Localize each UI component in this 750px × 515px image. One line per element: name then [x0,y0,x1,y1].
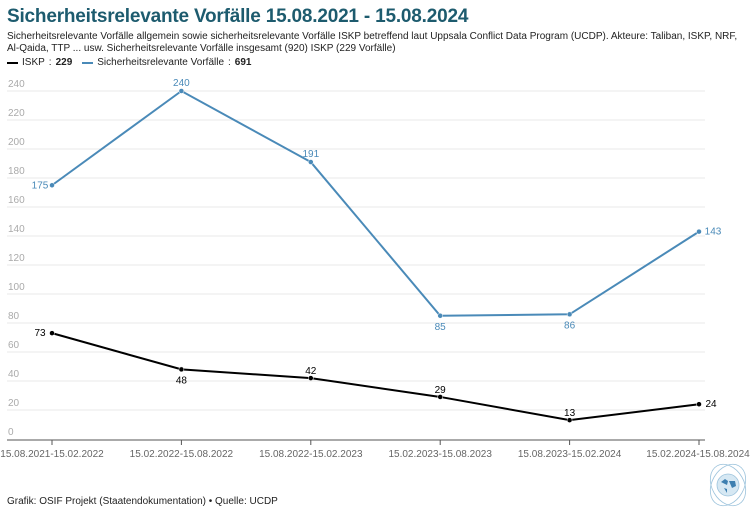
y-tick-label: 240 [8,79,25,90]
y-tick-label: 220 [8,108,25,119]
y-tick-label: 180 [8,166,25,177]
series-line [51,332,700,422]
data-label: 240 [173,78,190,89]
y-tick-label: 120 [8,253,25,264]
data-point [178,366,185,373]
legend: ISKP:229 Sicherheitsrelevante Vorfälle:6… [7,57,251,68]
data-point [49,182,55,188]
data-label: 175 [32,180,49,191]
x-tick-label: 15.02.2023-15.08.2023 [388,449,492,460]
chart-title: Sicherheitsrelevante Vorfälle 15.08.2021… [7,6,469,27]
chart-subtitle: Sicherheitsrelevante Vorfälle allgemein … [7,31,738,54]
y-tick-label: 100 [8,282,25,293]
data-label: 73 [34,328,46,339]
legend-label: Sicherheitsrelevante Vorfälle [97,57,225,68]
y-tick-label: 160 [8,195,25,206]
y-tick-label: 0 [8,427,14,438]
footer-source: Grafik: OSIF Projekt (Staatendokumentati… [7,496,278,507]
legend-swatch [82,61,94,64]
y-tick-label: 80 [8,311,20,322]
legend-label: ISKP [22,57,45,68]
y-tick-label: 200 [8,137,25,148]
data-label: 13 [564,408,576,419]
legend-total: 229 [55,57,73,68]
data-point [566,311,573,318]
data-point [49,330,55,336]
data-label: 48 [176,375,188,386]
data-label: 85 [435,322,447,333]
y-tick-label: 60 [8,340,20,351]
data-label: 29 [435,385,447,396]
data-point [437,313,443,319]
x-tick-label: 15.08.2021-15.02.2022 [0,449,104,460]
y-tick-label: 40 [8,369,20,380]
legend-item-vorfaelle[interactable]: Sicherheitsrelevante Vorfälle:691 [82,57,251,68]
y-tick-label: 140 [8,224,25,235]
legend-swatch [7,61,18,64]
data-label: 42 [305,366,317,377]
data-label: 143 [705,227,722,238]
x-tick-label: 15.02.2022-15.08.2022 [130,449,234,460]
legend-item-iskp[interactable]: ISKP:229 [7,57,72,68]
data-point [308,159,314,165]
data-point [437,394,443,400]
data-label: 191 [302,149,319,160]
y-tick-label: 20 [8,398,20,409]
data-point [696,228,702,235]
series-line [51,89,700,317]
data-label: 86 [564,320,576,331]
data-point [178,88,185,94]
x-tick-label: 15.02.2024-15.08.2024 [646,449,750,460]
data-label: 24 [705,399,717,410]
x-tick-label: 15.08.2022-15.02.2023 [259,449,363,460]
data-point [566,417,573,423]
data-point [308,375,314,381]
x-tick-label: 15.08.2023-15.02.2024 [518,449,622,460]
legend-total: 691 [234,57,252,68]
data-point [696,401,702,407]
